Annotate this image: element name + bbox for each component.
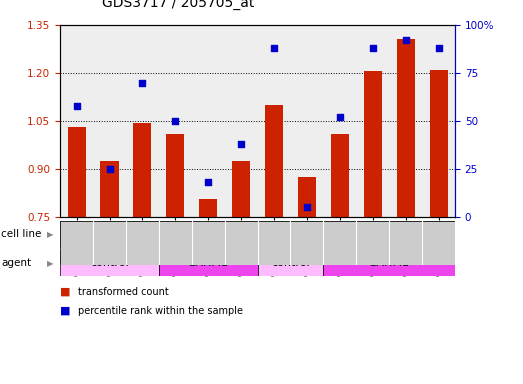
- Point: [435, 45, 443, 51]
- Point: [138, 79, 146, 86]
- Bar: [323, 250, 455, 276]
- Text: SAHM1: SAHM1: [188, 258, 228, 268]
- Bar: [257, 250, 323, 276]
- Text: ■: ■: [60, 287, 71, 297]
- Text: agent: agent: [1, 258, 31, 268]
- Bar: [363, 71, 382, 217]
- Bar: [67, 127, 86, 217]
- Text: ▶: ▶: [47, 230, 53, 239]
- Bar: [331, 134, 349, 217]
- Text: SAHM1: SAHM1: [369, 258, 409, 268]
- Bar: [257, 221, 455, 248]
- Point: [171, 118, 179, 124]
- Point: [369, 45, 377, 51]
- Text: ■: ■: [60, 306, 71, 316]
- Bar: [159, 250, 257, 276]
- Point: [72, 103, 81, 109]
- Text: cell line: cell line: [1, 229, 41, 239]
- Text: percentile rank within the sample: percentile rank within the sample: [78, 306, 243, 316]
- Bar: [265, 105, 283, 217]
- Point: [270, 45, 278, 51]
- Bar: [133, 122, 152, 217]
- Bar: [60, 250, 159, 276]
- Text: GDS3717 / 205705_at: GDS3717 / 205705_at: [102, 0, 254, 10]
- Point: [237, 141, 245, 147]
- Point: [336, 114, 344, 120]
- Text: control: control: [271, 258, 310, 268]
- Bar: [199, 199, 217, 217]
- Text: transformed count: transformed count: [78, 287, 169, 297]
- Bar: [166, 134, 185, 217]
- Text: control: control: [90, 258, 129, 268]
- Text: HPB-ALL: HPB-ALL: [333, 229, 380, 239]
- Bar: [232, 161, 250, 217]
- Text: KOPT-K1: KOPT-K1: [136, 229, 182, 239]
- Point: [402, 37, 410, 43]
- Bar: [298, 177, 316, 217]
- Bar: [429, 70, 448, 217]
- Text: ▶: ▶: [47, 258, 53, 268]
- Point: [105, 166, 113, 172]
- Bar: [100, 161, 119, 217]
- Point: [204, 179, 212, 185]
- Bar: [60, 221, 257, 248]
- Bar: [396, 40, 415, 217]
- Point: [303, 204, 311, 210]
